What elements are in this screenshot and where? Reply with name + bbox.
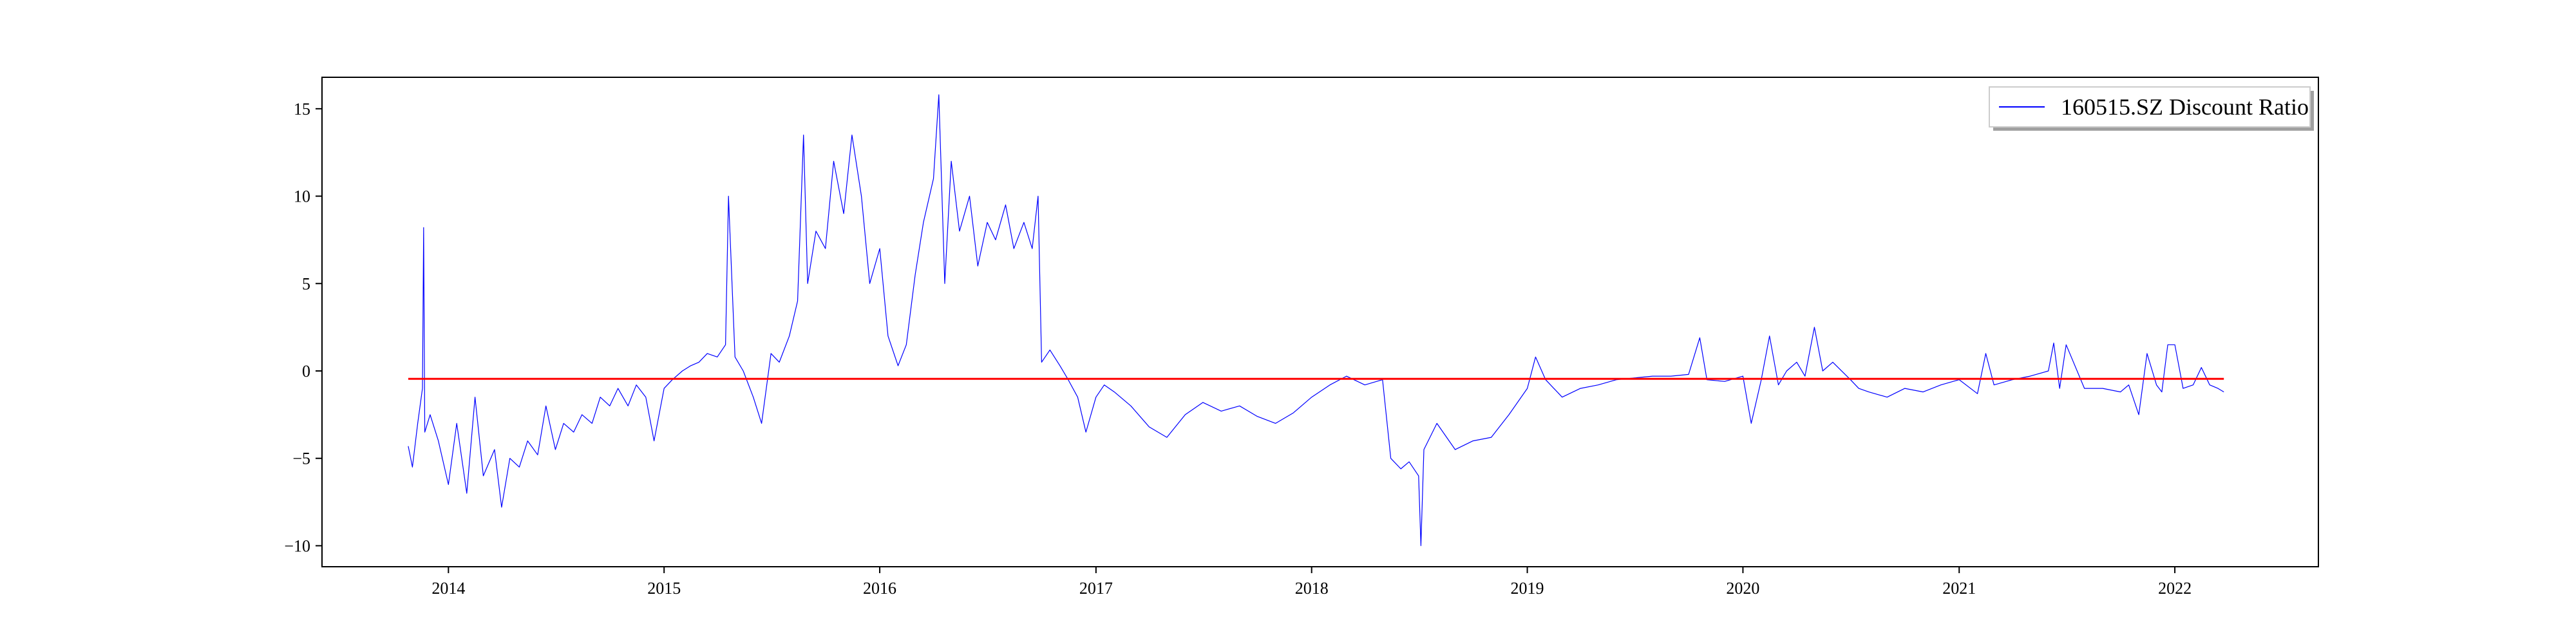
x-tick-label: 2020 [1726, 579, 1759, 598]
y-tick-label: 0 [302, 362, 310, 381]
y-tick-label: 15 [294, 100, 310, 118]
x-axis: 2014 2015 2016 2017 2018 2019 2020 2021 2022 [431, 567, 2192, 598]
x-tick-label: 2022 [2158, 579, 2192, 598]
legend-label: 160515.SZ Discount Ratio [2061, 94, 2309, 120]
plot-area [408, 94, 2224, 547]
x-tick-label: 2021 [1942, 579, 1976, 598]
series-line-discount-ratio [408, 94, 2224, 547]
x-tick-label: 2017 [1079, 579, 1113, 598]
x-tick-label: 2014 [431, 579, 465, 598]
y-tick-label: −5 [292, 450, 310, 468]
x-tick-label: 2019 [1511, 579, 1544, 598]
y-tick-label: −10 [284, 536, 310, 555]
legend: 160515.SZ Discount Ratio [1989, 86, 2314, 131]
x-tick-label: 2018 [1295, 579, 1329, 598]
y-axis: 15 10 5 0 −5 −10 [284, 100, 322, 555]
x-tick-label: 2016 [863, 579, 896, 598]
plot-frame [321, 77, 2319, 567]
y-tick-label: 5 [302, 274, 310, 293]
x-tick-label: 2015 [647, 579, 681, 598]
y-tick-label: 10 [294, 187, 310, 206]
